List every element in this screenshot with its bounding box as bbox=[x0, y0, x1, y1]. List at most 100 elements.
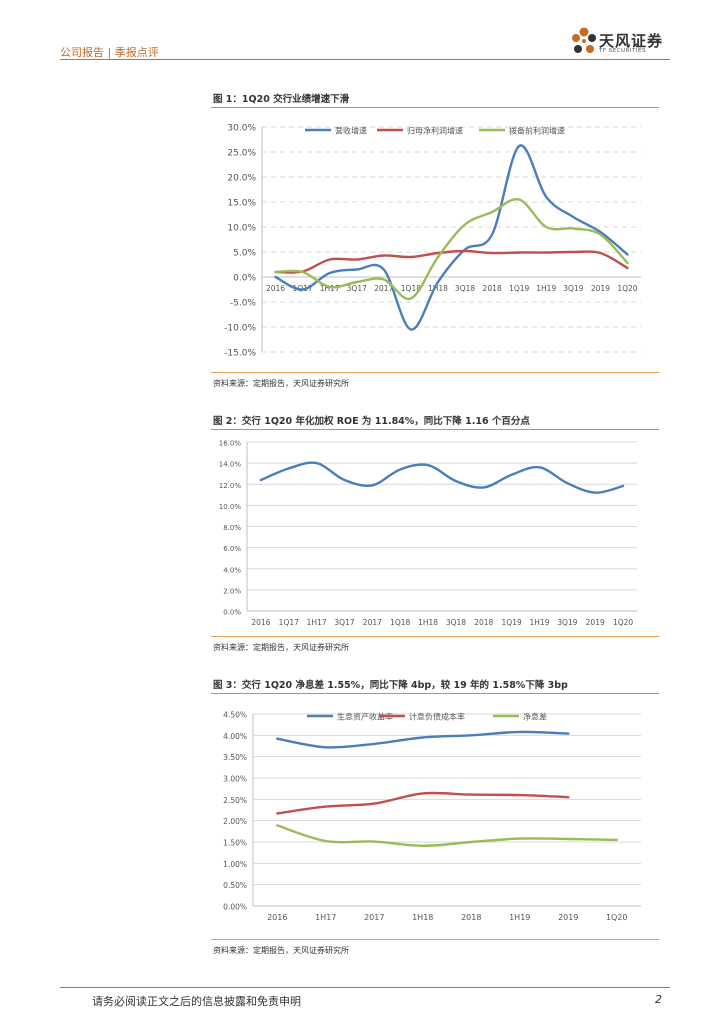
footer-divider bbox=[60, 987, 670, 988]
y-tick-label: 4.0% bbox=[223, 566, 241, 574]
x-tick-label: 1Q18 bbox=[401, 284, 421, 293]
x-tick-label: 1H18 bbox=[412, 913, 433, 922]
footer-disclaimer: 请务必阅读正文之后的信息披露和免责申明 bbox=[92, 995, 301, 1008]
figure-3-chart: 4.50% 4.00% 3.50% 3.00% 2.50% 2.00% 1.50% 1.00%… bbox=[223, 711, 641, 922]
header-separator: | bbox=[107, 46, 112, 59]
x-tick-label: 2019 bbox=[586, 618, 605, 627]
y-tick-label: -5.0% bbox=[230, 299, 257, 309]
x-tick-label: 3Q18 bbox=[455, 284, 475, 293]
x-tick-label: 3Q17 bbox=[334, 618, 354, 627]
x-tick-label: 3Q17 bbox=[347, 284, 367, 293]
legend-label: 营收增速 bbox=[335, 126, 367, 136]
y-tick-label: 3.00% bbox=[223, 775, 247, 784]
y-tick-label: 20.0% bbox=[227, 174, 256, 184]
figure-2-bottom-rule bbox=[211, 636, 659, 637]
x-tick-label: 1Q19 bbox=[502, 618, 522, 627]
legend-label: 计息负债成本率 bbox=[409, 712, 465, 722]
series-line-2 bbox=[274, 249, 629, 274]
x-tick-label: 1Q20 bbox=[613, 618, 633, 627]
x-tick-label: 1Q18 bbox=[390, 618, 410, 627]
figure-1-title: 图 1：1Q20 交行业绩增速下滑 bbox=[213, 94, 350, 105]
figure-1-top-rule bbox=[211, 107, 659, 108]
x-tick-label: 1H17 bbox=[307, 618, 327, 627]
y-tick-label: 5.0% bbox=[233, 249, 256, 259]
report-subcategory: 季报点评 bbox=[114, 46, 159, 59]
series-line-1 bbox=[259, 461, 625, 494]
y-tick-label: 3.50% bbox=[223, 753, 247, 762]
x-tick-label: 2017 bbox=[374, 284, 393, 293]
y-tick-label: 2.50% bbox=[223, 796, 247, 805]
x-tick-label: 2019 bbox=[558, 913, 578, 922]
x-tick-label: 2016 bbox=[266, 284, 285, 293]
y-tick-label: 10.0% bbox=[219, 503, 242, 511]
logo-text: 天风证券 bbox=[599, 32, 664, 50]
x-tick-label: 2018 bbox=[461, 913, 481, 922]
y-tick-label: 0.50% bbox=[223, 881, 247, 890]
y-tick-label: 12.0% bbox=[219, 482, 242, 490]
y-tick-label: 0.0% bbox=[223, 609, 241, 617]
x-tick-label: 1H18 bbox=[418, 618, 438, 627]
figure-1-bottom-rule bbox=[211, 372, 659, 373]
x-tick-label: 2018 bbox=[474, 618, 493, 627]
x-tick-label: 3Q19 bbox=[557, 618, 577, 627]
y-tick-label: 1.50% bbox=[223, 839, 247, 848]
legend-label: 净息差 bbox=[523, 712, 547, 722]
series-line-3 bbox=[274, 197, 629, 301]
report-type: 公司报告 | 季报点评 bbox=[60, 44, 159, 60]
x-tick-label: 1H18 bbox=[428, 284, 448, 293]
x-tick-label: 2019 bbox=[591, 284, 610, 293]
x-tick-label: 1H19 bbox=[530, 618, 550, 627]
y-tick-label: 25.0% bbox=[227, 149, 256, 159]
x-tick-label: 1Q19 bbox=[509, 284, 529, 293]
figure-3-source: 资料来源：定期报告，天风证券研究所 bbox=[213, 946, 349, 955]
page-number: 2 bbox=[655, 993, 662, 1006]
x-tick-label: 1H17 bbox=[315, 913, 336, 922]
series-line-3 bbox=[276, 824, 618, 848]
figure-3-title: 图 3：交行 1Q20 净息差 1.55%，同比下降 4bp，较 19 年的 1… bbox=[213, 680, 568, 691]
y-tick-label: 2.0% bbox=[223, 587, 241, 595]
figure-2-source: 资料来源：定期报告，天风证券研究所 bbox=[213, 643, 349, 652]
y-tick-label: 4.50% bbox=[223, 711, 247, 720]
tf-securities-logo: 天风证券 TF SECURITIES bbox=[569, 24, 669, 60]
y-tick-label: 14.0% bbox=[219, 461, 242, 469]
series-line-2 bbox=[276, 791, 570, 815]
y-tick-label: 30.0% bbox=[227, 124, 256, 134]
y-tick-label: 0.00% bbox=[223, 903, 247, 912]
figure-2-top-rule bbox=[211, 429, 659, 430]
x-tick-label: 2016 bbox=[267, 913, 287, 922]
y-tick-label: 1.00% bbox=[223, 860, 247, 869]
figure-2-title: 图 2：交行 1Q20 年化加权 ROE 为 11.84%，同比下降 1.16 … bbox=[213, 416, 530, 427]
series-line-1 bbox=[276, 730, 570, 749]
y-tick-label: 8.0% bbox=[223, 524, 241, 532]
report-category: 公司报告 bbox=[60, 46, 104, 59]
figure-3-top-rule bbox=[211, 693, 659, 694]
figure-1-chart: 30.0% 25.0% 20.0% 15.0% 10.0% 5.0% 0.0% -5.0% -1… bbox=[224, 124, 641, 359]
header-divider bbox=[60, 59, 670, 60]
x-tick-label: 1Q20 bbox=[606, 913, 628, 922]
x-tick-label: 2016 bbox=[251, 618, 270, 627]
y-tick-label: 2.00% bbox=[223, 817, 247, 826]
logo-subtext: TF SECURITIES bbox=[599, 48, 646, 54]
y-tick-label: 15.0% bbox=[227, 199, 256, 209]
y-tick-label: 4.00% bbox=[223, 732, 247, 741]
y-tick-label: 6.0% bbox=[223, 545, 241, 553]
figure-1-source: 资料来源：定期报告，天风证券研究所 bbox=[213, 379, 349, 388]
y-tick-label: 10.0% bbox=[227, 224, 256, 234]
y-tick-label: 0.0% bbox=[233, 274, 256, 284]
x-tick-label: 1H17 bbox=[320, 284, 340, 293]
legend-label: 归母净利润增速 bbox=[407, 126, 463, 136]
series-line-1 bbox=[274, 144, 629, 331]
legend-label: 生息资产收益率 bbox=[337, 712, 393, 722]
y-tick-label: 16.0% bbox=[219, 440, 242, 448]
x-tick-label: 2018 bbox=[483, 284, 502, 293]
figure-2-chart: 16.0% 14.0% 12.0% 10.0% 8.0% 6.0% 4.0% 2.0% 0.0%… bbox=[219, 440, 637, 627]
x-tick-label: 1H19 bbox=[509, 913, 530, 922]
y-tick-label: -15.0% bbox=[224, 349, 256, 359]
x-tick-label: 1H19 bbox=[536, 284, 556, 293]
x-tick-label: 1Q20 bbox=[617, 284, 637, 293]
x-tick-label: 3Q19 bbox=[563, 284, 583, 293]
x-tick-label: 2017 bbox=[363, 618, 382, 627]
legend-label: 拨备前利润增速 bbox=[509, 126, 565, 136]
y-tick-label: -10.0% bbox=[224, 324, 256, 334]
logo-flower-icon bbox=[572, 27, 596, 53]
